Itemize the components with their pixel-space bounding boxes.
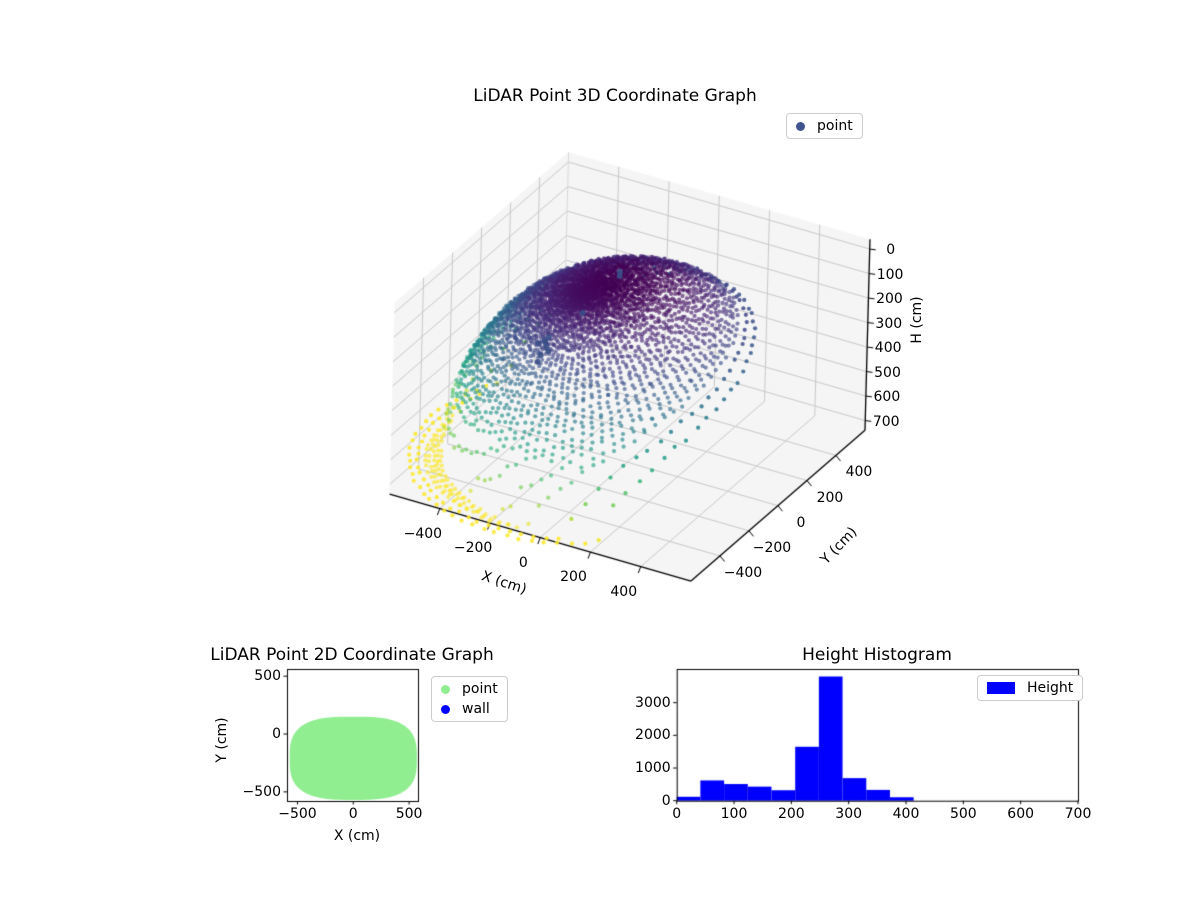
plot2d-title: LiDAR Point 2D Coordinate Graph (210, 645, 494, 665)
hist-y-tick-label: 3000 (635, 694, 671, 711)
wall-marker-icon (441, 704, 450, 714)
plot3d-z-tick-label: 0 (886, 242, 896, 259)
plot3d-zaxis-label: H (cm) (909, 296, 925, 344)
plot3d-y-tick-label: 400 (845, 464, 873, 481)
point-marker-icon (441, 684, 450, 694)
hist-x-tick-label: 300 (835, 805, 863, 822)
plot3d-z-tick-label: 500 (874, 364, 901, 381)
plot3d-x-tick-label: 200 (560, 569, 587, 586)
plot3d-y-tick-label: −400 (723, 564, 763, 581)
plot2d-legend: point wall (431, 676, 508, 722)
plot3d-z-tick-label: 100 (876, 266, 904, 283)
plot2d-x-tick-label: 500 (395, 806, 423, 822)
legend-entry: point (796, 118, 853, 134)
legend-entry: point (441, 681, 498, 697)
hist-y-tick-label: 0 (661, 792, 671, 809)
plot3d-x-tick-label: −200 (453, 540, 493, 557)
hist-x-tick-label: 100 (720, 805, 748, 822)
legend-entry: wall (441, 701, 498, 717)
plot3d-z-tick-label: 200 (876, 291, 903, 308)
plot3d-x-tick-label: −400 (403, 525, 443, 542)
legend-entry: Height (987, 680, 1073, 696)
plot2d-y-tick-label: −500 (242, 783, 281, 800)
plot2d-xaxis-label: X (cm) (333, 828, 381, 844)
hist-x-tick-label: 600 (1007, 805, 1035, 822)
hist-x-tick-label: 400 (892, 805, 920, 822)
point-marker-icon (796, 121, 805, 131)
plot3d-y-tick-label: 200 (816, 489, 844, 506)
plot3d-title: LiDAR Point 3D Coordinate Graph (473, 86, 757, 106)
plot3d-z-tick-label: 600 (873, 389, 901, 406)
plot2d-x-tick-label: −500 (278, 806, 317, 822)
hist-x-tick-label: 0 (672, 805, 682, 822)
plot2d-y-tick-label: 500 (254, 668, 281, 685)
hist-title: Height Histogram (802, 645, 952, 665)
plot3d-y-tick-label: 0 (796, 514, 806, 531)
hist-x-tick-label: 500 (949, 805, 977, 822)
plot3d-legend: point (786, 113, 863, 139)
plot3d-y-tick-label: −200 (752, 539, 792, 556)
legend-label-point: point (462, 681, 498, 697)
hist-x-tick-label: 700 (1064, 805, 1092, 822)
plot3d-z-tick-label: 300 (875, 315, 903, 332)
plot3d-x-tick-label: 400 (610, 583, 638, 600)
plot2d-y-tick-label: 0 (272, 726, 281, 743)
hist-legend: Height (977, 675, 1084, 701)
legend-label-height: Height (1027, 680, 1074, 696)
hist-y-tick-label: 2000 (635, 727, 671, 744)
height-bar-swatch-icon (987, 682, 1015, 694)
plot3d-z-tick-label: 400 (874, 340, 902, 357)
legend-label-wall: wall (462, 701, 490, 717)
legend-label-point: point (817, 118, 853, 134)
hist-x-tick-label: 200 (777, 805, 805, 822)
plot3d-z-tick-label: 700 (872, 413, 900, 430)
plot2d-x-tick-label: 0 (348, 806, 358, 822)
plot3d-x-tick-label: 0 (518, 554, 528, 571)
plot2d-yaxis-label: Y (cm) (214, 717, 230, 763)
hist-y-tick-label: 1000 (635, 760, 671, 777)
